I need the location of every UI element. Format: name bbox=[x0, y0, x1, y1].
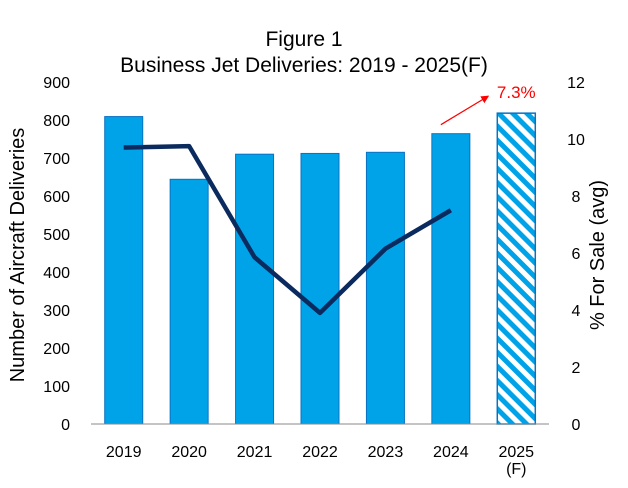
y-tick-label: 700 bbox=[43, 151, 70, 168]
y-tick-label: 600 bbox=[43, 189, 70, 206]
y-tick-label: 0 bbox=[61, 417, 70, 434]
bar-forecast bbox=[496, 112, 537, 425]
bar bbox=[365, 151, 405, 425]
x-tick-label: 2025 bbox=[498, 444, 534, 461]
y-tick-label: 800 bbox=[43, 113, 70, 130]
x-tick-label: 2024 bbox=[433, 444, 469, 461]
line-series bbox=[123, 143, 452, 316]
x-axis-ticks: 2019 2020 2021 2022 2023 2024 2025(F) bbox=[106, 444, 534, 478]
bar bbox=[235, 153, 275, 425]
y2-tick-label: 2 bbox=[572, 360, 581, 377]
chart-title: Figure 1 bbox=[265, 28, 342, 51]
y-tick-label: 400 bbox=[43, 265, 70, 282]
line-path bbox=[123, 143, 452, 316]
x-tick-label: 2020 bbox=[171, 444, 207, 461]
y2-tick-label: 6 bbox=[572, 246, 581, 263]
y2-tick-label: 4 bbox=[572, 303, 581, 320]
y-axis-label: Number of Aircraft Deliveries bbox=[7, 128, 29, 383]
bar bbox=[104, 116, 144, 425]
y-tick-label: 500 bbox=[43, 227, 70, 244]
y-axis-ticks: 0 100 200 300 400 500 600 700 800 900 bbox=[43, 75, 70, 434]
annotation-arrow bbox=[440, 95, 490, 126]
y2-tick-label: 12 bbox=[567, 75, 585, 92]
y2-axis-ticks: 0 2 4 6 8 10 12 bbox=[567, 75, 585, 434]
bar bbox=[431, 133, 471, 425]
y2-tick-label: 10 bbox=[567, 132, 585, 149]
y-tick-label: 900 bbox=[43, 75, 70, 92]
y2-axis-label: % For Sale (avg) bbox=[587, 180, 609, 330]
x-tick-label: 2023 bbox=[368, 444, 404, 461]
x-tick-label: 2022 bbox=[302, 444, 338, 461]
y-tick-label: 100 bbox=[43, 379, 70, 396]
x-tick-label: 2021 bbox=[237, 444, 273, 461]
y2-tick-label: 8 bbox=[572, 189, 581, 206]
bar-series bbox=[104, 112, 537, 425]
bar bbox=[169, 178, 209, 425]
y2-tick-label: 0 bbox=[572, 417, 581, 434]
y-tick-label: 300 bbox=[43, 303, 70, 320]
chart-subtitle: Business Jet Deliveries: 2019 - 2025(F) bbox=[120, 54, 488, 77]
annotation-label: 7.3% bbox=[497, 83, 536, 102]
bar bbox=[300, 152, 340, 425]
annotation: 7.3% bbox=[440, 83, 536, 126]
x-tick-label-line2: (F) bbox=[506, 461, 526, 478]
x-tick-label: 2019 bbox=[106, 444, 142, 461]
y-tick-label: 200 bbox=[43, 341, 70, 358]
